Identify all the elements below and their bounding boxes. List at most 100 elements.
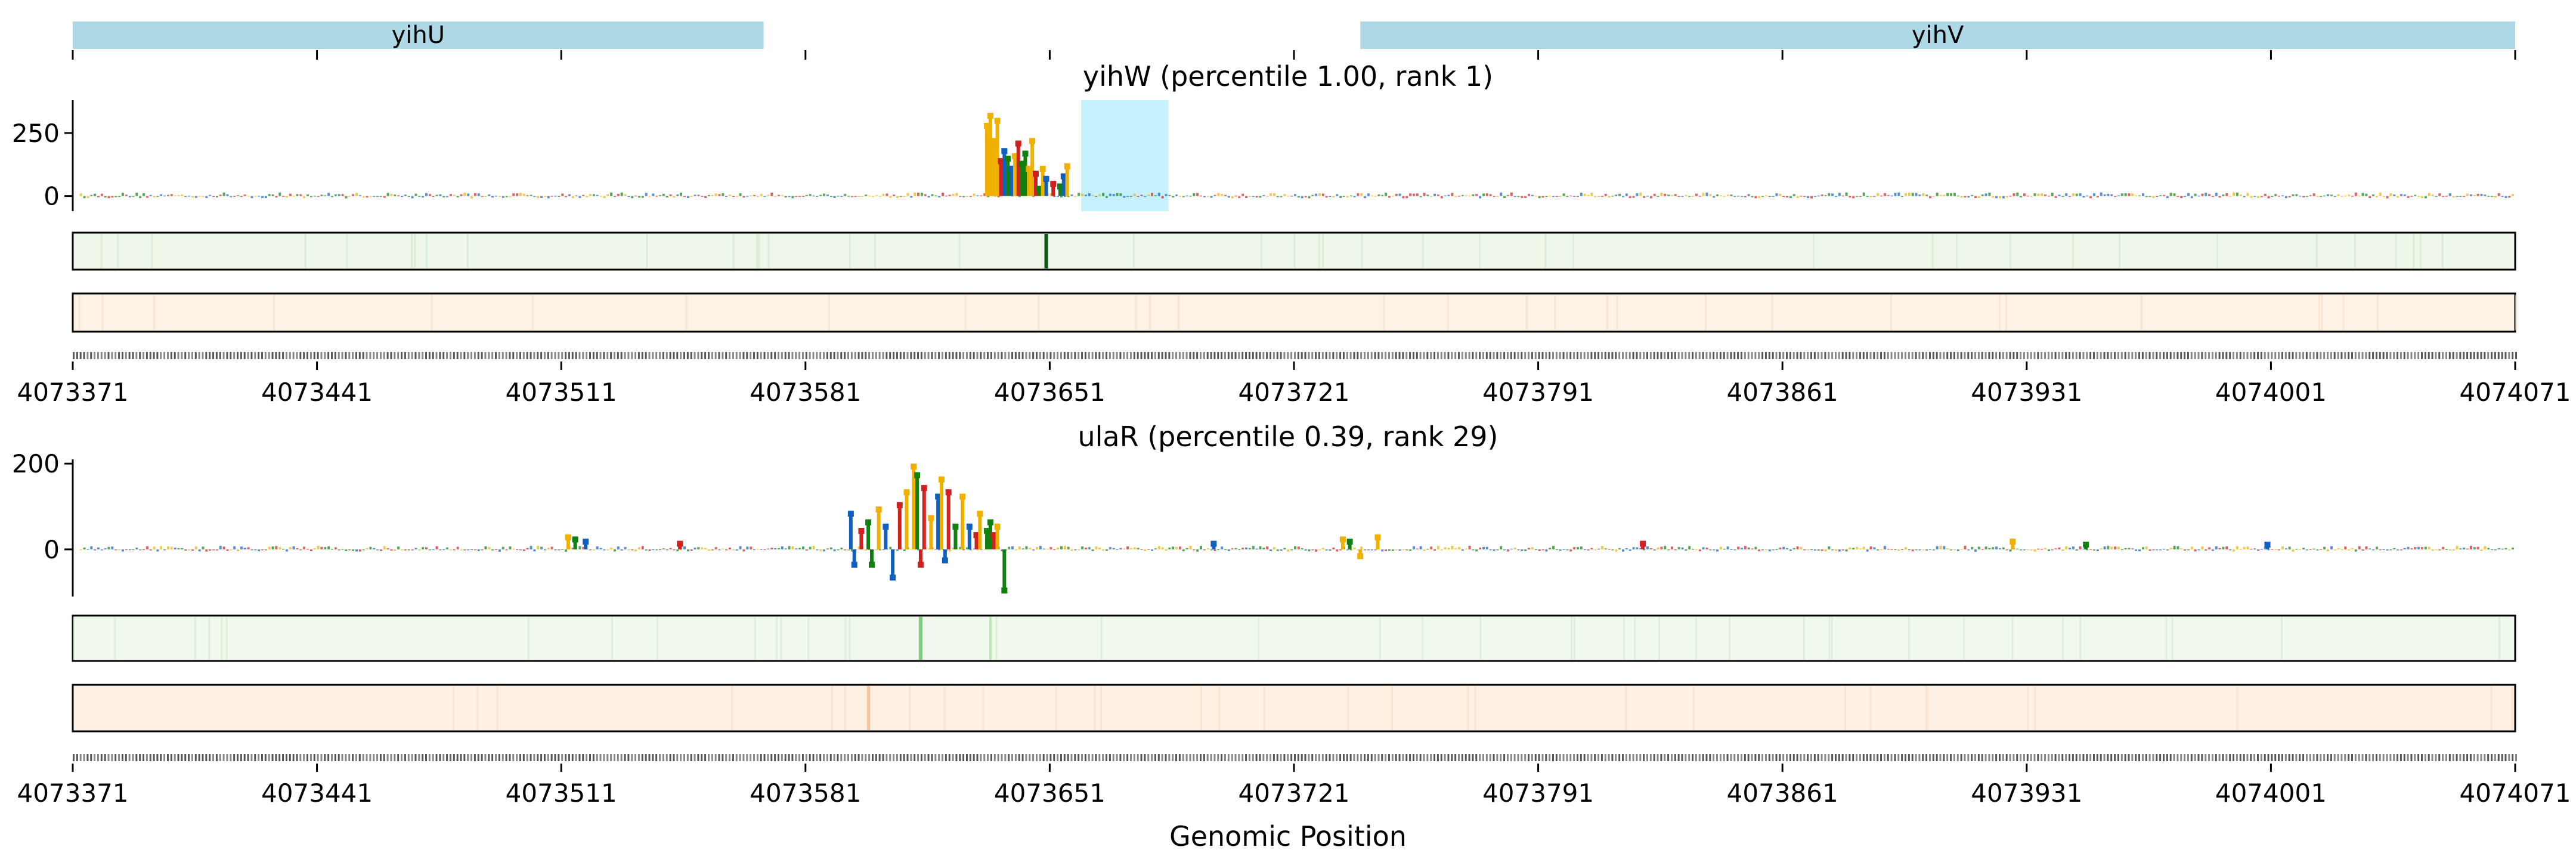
sequence-base: [1325, 754, 1327, 761]
sequence-base: [990, 754, 992, 761]
sequence-base: [317, 754, 319, 761]
sequence-base: [1245, 754, 1247, 761]
sequence-base: [1479, 754, 1481, 761]
sequence-base: [324, 352, 326, 359]
noise-mark: [774, 196, 777, 197]
sequence-base: [1011, 754, 1014, 761]
noise-mark: [1388, 549, 1391, 551]
noise-mark: [2222, 546, 2225, 549]
heat-peak: [867, 686, 871, 730]
noise-mark: [2508, 549, 2511, 551]
sequence-base: [1433, 352, 1436, 359]
sequence-base: [1849, 754, 1851, 761]
noise-mark: [1046, 548, 1049, 550]
sequence-base: [1182, 352, 1184, 359]
noise-mark: [829, 196, 832, 197]
sequence-base: [278, 352, 281, 359]
sequence-base: [309, 352, 312, 359]
sequence-base: [2463, 352, 2465, 359]
sequence-base: [1468, 754, 1470, 761]
noise-mark: [184, 549, 187, 551]
noise-mark: [79, 549, 82, 551]
noise-mark: [865, 194, 868, 196]
noise-mark: [1751, 548, 1754, 549]
sequence-base: [1618, 352, 1621, 359]
noise-mark: [917, 549, 920, 551]
noise-mark: [1625, 548, 1628, 549]
heat-cell: [1383, 295, 1385, 330]
sequence-base: [823, 754, 825, 761]
noise-mark: [945, 195, 948, 197]
noise-mark: [379, 549, 382, 551]
sequence-base: [191, 754, 193, 761]
sequence-base: [662, 352, 664, 359]
sequence-base: [1943, 352, 1945, 359]
noise-mark: [1091, 549, 1094, 551]
sequence-base: [135, 352, 138, 359]
sequence-base: [1419, 352, 1422, 359]
noise-mark: [648, 196, 651, 197]
noise-mark: [2327, 194, 2330, 196]
noise-mark: [1834, 196, 1837, 197]
sequence-base: [379, 352, 382, 359]
noise-mark: [1489, 194, 1492, 196]
noise-mark: [829, 547, 832, 549]
sequence-base: [774, 352, 776, 359]
sequence-base: [1200, 352, 1202, 359]
noise-mark: [1723, 548, 1726, 550]
noise-mark: [1604, 194, 1607, 196]
sequence-base: [306, 352, 309, 359]
noise-mark: [1133, 547, 1136, 549]
noise-mark: [512, 548, 515, 550]
sequence-base: [243, 754, 246, 761]
noise-mark: [309, 549, 312, 551]
sequence-base: [1391, 754, 1394, 761]
sequence-base: [945, 754, 947, 761]
noise-mark: [2399, 549, 2402, 551]
sequence-base: [390, 754, 392, 761]
heat-cell: [1831, 617, 1833, 660]
noise-mark: [1600, 196, 1603, 197]
noise-mark: [1360, 546, 1363, 549]
sequence-base: [366, 352, 368, 359]
sequence-base: [170, 352, 172, 359]
sequence-base: [1737, 352, 1739, 359]
noise-mark: [1444, 195, 1447, 197]
sequence-base: [1775, 754, 1778, 761]
sequence-base: [2448, 754, 2451, 761]
noise-mark: [2184, 196, 2187, 197]
noise-mark: [665, 196, 668, 198]
sequence-base: [1144, 754, 1146, 761]
noise-mark: [2274, 194, 2277, 196]
noise-mark: [2397, 196, 2399, 198]
sequence-base: [509, 352, 511, 359]
noise-mark: [1144, 196, 1147, 197]
sequence-base: [1688, 352, 1690, 359]
noise-mark: [857, 196, 860, 197]
heat-cell: [807, 617, 810, 660]
sequence-base: [1503, 352, 1506, 359]
noise-mark: [2292, 194, 2295, 196]
noise-mark: [1936, 193, 1939, 196]
sequence-base: [1367, 754, 1369, 761]
sequence-base: [275, 754, 277, 761]
noise-mark: [1524, 196, 1527, 199]
sequence-base: [882, 352, 884, 359]
noise-mark: [495, 549, 498, 550]
noise-mark: [1545, 549, 1548, 552]
sequence-base: [1639, 754, 1642, 761]
heat-cell: [2011, 617, 2014, 660]
heat-cell: [1931, 234, 1934, 268]
sequence-base: [1726, 754, 1729, 761]
noise-mark: [1667, 194, 1670, 196]
sequence-base: [1838, 754, 1840, 761]
noise-mark: [278, 547, 281, 549]
sequence-base: [1576, 352, 1578, 359]
sequence-base: [1395, 754, 1397, 761]
sequence-base: [2208, 754, 2210, 761]
sequence-base: [617, 754, 619, 761]
noise-mark: [753, 549, 756, 550]
noise-mark: [1178, 546, 1181, 549]
noise-mark: [788, 546, 791, 549]
sequence-base: [2361, 754, 2364, 761]
